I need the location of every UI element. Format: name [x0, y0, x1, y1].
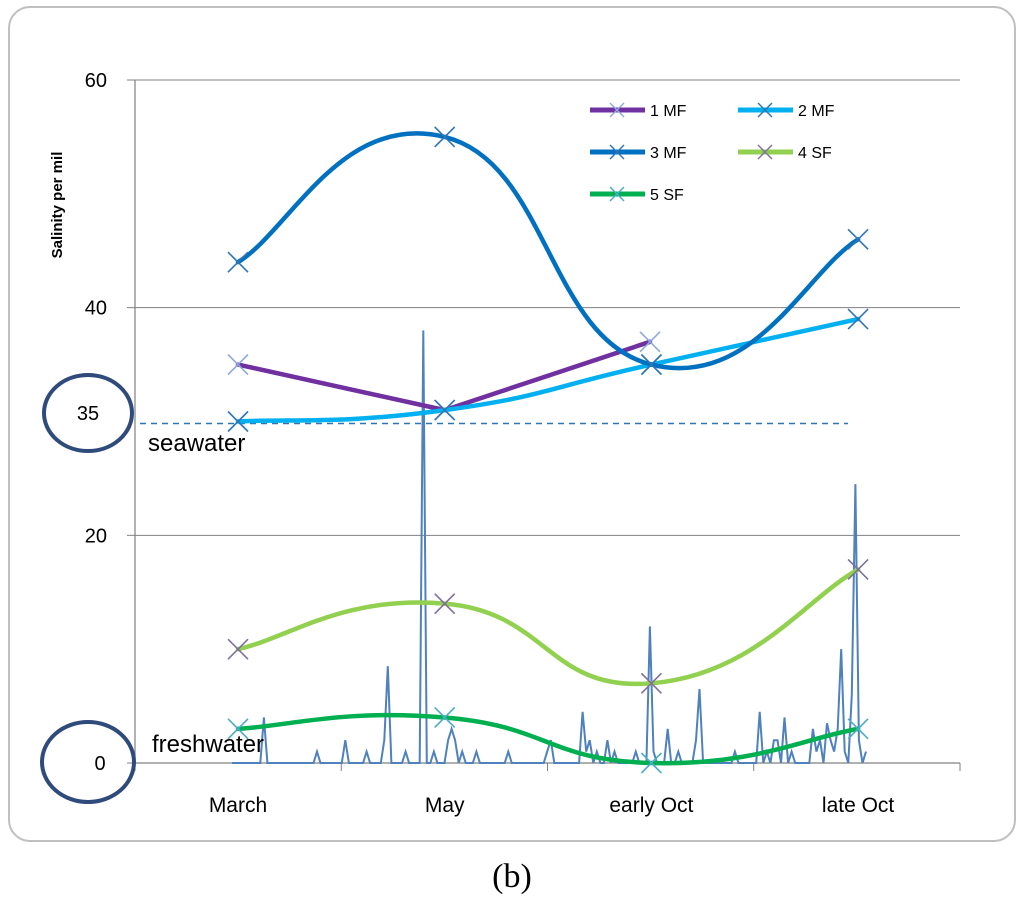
caption-text: (b) — [492, 858, 532, 895]
series-line-5-sf — [235, 712, 861, 766]
series-marker — [434, 706, 456, 729]
series-marker — [847, 228, 869, 250]
series-marker — [640, 672, 662, 694]
series-line-1-mf — [235, 339, 653, 413]
x-tick-label: May — [425, 794, 465, 817]
tick-labels: 20 40 60 March May early Oct late Oct — [85, 70, 895, 817]
y-axis-label: Salinity per mil — [49, 152, 66, 259]
series-lines — [235, 131, 861, 766]
legend-label: 4 SF — [798, 145, 832, 162]
series-marker — [640, 752, 662, 774]
series-marker — [639, 331, 661, 353]
grid-lines — [135, 79, 960, 536]
series-marker — [640, 354, 662, 376]
circled-35-label: 35 — [77, 403, 99, 425]
y-tick-label: 40 — [85, 298, 107, 320]
background-series — [232, 330, 867, 764]
figure-caption: (b) — [0, 858, 1024, 896]
legend-item: 3 MF — [590, 144, 687, 162]
legend: 1 MF 2 MF 3 MF 4 SF 5 SF — [590, 102, 835, 204]
series-marker — [227, 638, 249, 660]
legend-label: 3 MF — [650, 145, 687, 162]
series-line-2-mf — [235, 316, 861, 424]
series-marker — [847, 558, 869, 581]
legend-item: 2 MF — [738, 102, 835, 120]
circle-0 — [40, 720, 136, 804]
axes — [127, 79, 961, 771]
circled-0-label: 0 — [94, 753, 105, 775]
legend-item: 4 SF — [738, 144, 832, 162]
x-tick-label: March — [209, 794, 267, 817]
series-line-4-sf — [235, 567, 861, 687]
legend-item: 1 MF — [590, 102, 687, 120]
series-line-3-mf — [235, 131, 861, 371]
seawater-label: seawater — [148, 430, 245, 457]
series-marker — [847, 718, 869, 740]
series-marker — [227, 251, 249, 273]
series-marker — [227, 354, 249, 376]
legend-label: 1 MF — [650, 103, 687, 120]
legend-label: 5 SF — [650, 187, 684, 204]
series-markers — [227, 126, 869, 774]
series-marker — [434, 593, 456, 615]
salinity-chart: 20 40 60 March May early Oct late Oct 1 MF 2 MF… — [40, 70, 961, 817]
x-tick-label: late Oct — [822, 794, 895, 817]
annotations: 35 0 seawater freshwater — [40, 373, 264, 804]
series-marker — [434, 399, 456, 421]
series-marker — [227, 410, 249, 433]
freshwater-label: freshwater — [152, 731, 264, 758]
series-marker — [847, 308, 869, 330]
background-series-line — [232, 330, 867, 764]
legend-item: 5 SF — [590, 186, 684, 204]
legend-label: 2 MF — [798, 103, 835, 120]
y-tick-label: 20 — [85, 525, 107, 547]
series-marker — [227, 718, 249, 740]
circle-35 — [42, 373, 134, 453]
y-tick-label: 60 — [85, 70, 107, 92]
x-tick-label: early Oct — [609, 794, 693, 817]
series-marker — [434, 126, 456, 148]
